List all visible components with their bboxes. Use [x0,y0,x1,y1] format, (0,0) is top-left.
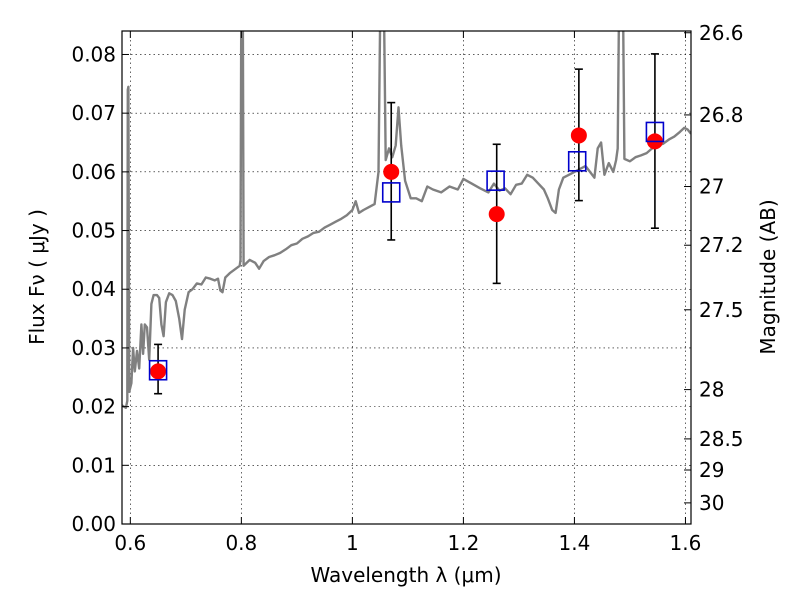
x-tick-label: 1 [346,531,359,555]
x-tick-label: 0.8 [225,531,257,555]
y-tick-label: 0.01 [71,453,116,477]
x-tick-label: 1.2 [447,531,479,555]
right-tick-label: 28 [699,378,724,402]
x-axis-title: Wavelength λ (μm) [310,563,501,587]
y-tick-label: 0.06 [71,160,116,184]
spectrum-line [122,31,691,409]
right-tick-label: 29 [699,458,724,482]
observed-point [488,206,505,223]
y-axis-title: Flux Fν ( μJy ) [25,209,49,345]
observed-point [383,163,400,180]
right-tick-label: 27.2 [699,233,744,257]
y-tick-label: 0.02 [71,395,116,419]
y-tick-label: 0.04 [71,277,116,301]
observed-point [150,363,167,380]
y-tick-label: 0.05 [71,219,116,243]
y-tick-label: 0.03 [71,336,116,360]
x-tick-label: 0.6 [114,531,146,555]
axes-ticks: 0.6 0.8 1 1.2 1.4 1.6 0.00 0.01 0.02 0.03 0.04 0.05… [71,21,743,555]
y-tick-label: 0.08 [71,42,116,66]
right-tick-label: 26.8 [699,103,744,127]
model-point [567,150,587,172]
right-axis-title: Magnitude (AB) [756,199,780,354]
model-point [645,121,665,143]
model-point [486,170,505,191]
right-tick-label: 27.5 [699,298,744,322]
right-tick-label: 28.5 [699,427,744,451]
observed-point [570,127,587,144]
model-point [381,182,401,203]
plot-frame [121,30,692,525]
y-tick-label: 0.00 [71,512,116,536]
x-tick-label: 1.4 [559,531,591,555]
right-tick-label: 26.6 [699,21,744,45]
x-tick-label: 1.6 [670,531,702,555]
spectrum-layer [122,31,691,409]
right-tick-label: 27 [699,175,724,199]
y-tick-label: 0.07 [71,101,116,125]
right-tick-label: 30 [699,491,724,515]
model-point [148,359,168,381]
marker-layer [148,53,665,395]
